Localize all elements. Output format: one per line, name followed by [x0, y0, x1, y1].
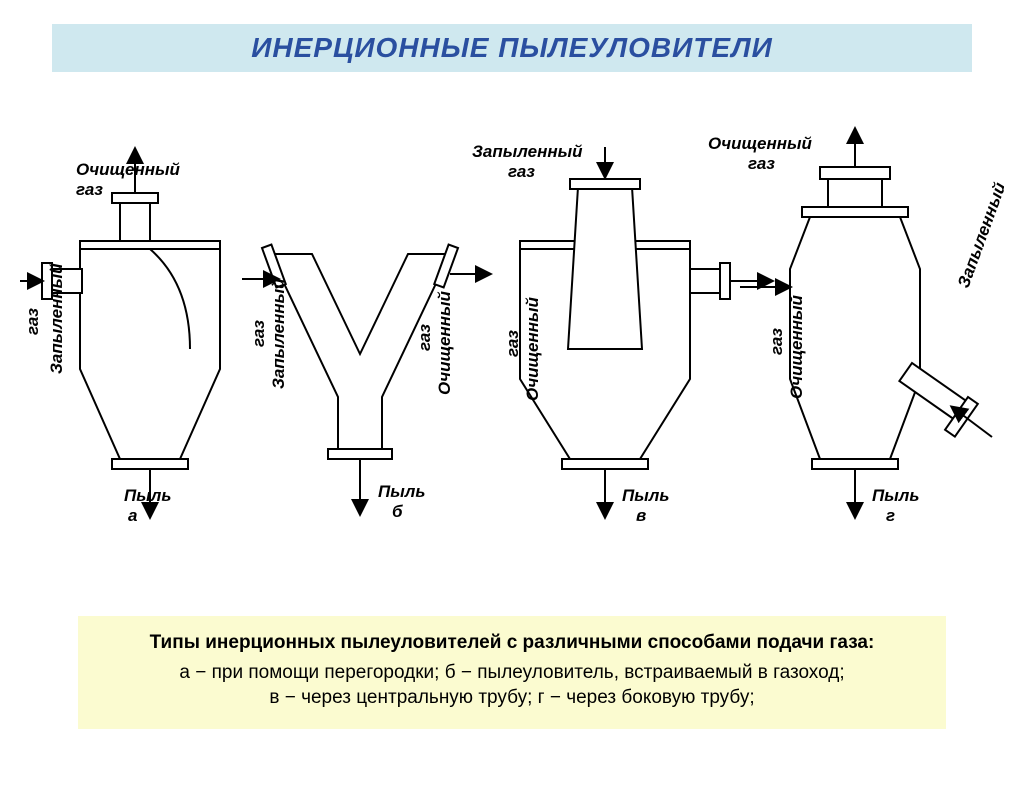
label-a-clean1: Очищенный — [76, 160, 181, 179]
label-b-dusty2: газ — [249, 320, 268, 347]
label-c-dusty1: Запыленный — [472, 142, 583, 161]
label-b-dusty1: Запыленный — [269, 278, 288, 389]
label-a-dusty1: Запыленный — [47, 263, 66, 374]
device-c — [520, 147, 772, 517]
caption-line-2: в − через центральную трубу; г − через б… — [96, 685, 928, 711]
label-d-cleanTop1: Очищенный — [708, 134, 813, 153]
label-d-cleanSide1: Очищенный — [787, 295, 806, 400]
caption-title: Типы инерционных пылеуловителей с различ… — [96, 630, 928, 656]
device-d — [740, 129, 992, 517]
label-c-clean2: газ — [503, 330, 522, 357]
caption-box: Типы инерционных пылеуловителей с различ… — [78, 616, 946, 729]
label-d-cleanTop2: газ — [748, 154, 775, 173]
label-a-dust: Пыль — [124, 486, 171, 505]
label-a-clean2: газ — [76, 180, 103, 199]
label-c-clean1: Очищенный — [523, 297, 542, 402]
page-title-bar: ИНЕРЦИОННЫЕ ПЫЛЕУЛОВИТЕЛИ — [52, 24, 972, 72]
caption-line-1: а − при помощи перегородки; б − пылеулов… — [96, 660, 928, 686]
label-d-tag: г — [886, 506, 895, 525]
diagram-container: Очищенный газ Запыленный газ Пыль а Запы… — [20, 119, 1004, 579]
label-b-clean1: Очищенный — [435, 291, 454, 396]
label-d-cleanSide2: газ — [767, 328, 786, 355]
label-b-clean2: газ — [415, 324, 434, 351]
label-d-dusty: Запыленный — [954, 179, 1004, 290]
label-d-dust: Пыль — [872, 486, 919, 505]
label-c-dust: Пыль — [622, 486, 669, 505]
label-c-dusty2: газ — [508, 162, 535, 181]
label-a-tag: а — [128, 506, 137, 525]
label-a-dusty2: газ — [23, 308, 42, 335]
label-c-tag: в — [636, 506, 646, 525]
label-b-dust: Пыль — [378, 482, 425, 501]
label-b-tag: б — [392, 502, 403, 521]
diagram-svg: Очищенный газ Запыленный газ Пыль а Запы… — [20, 119, 1004, 579]
